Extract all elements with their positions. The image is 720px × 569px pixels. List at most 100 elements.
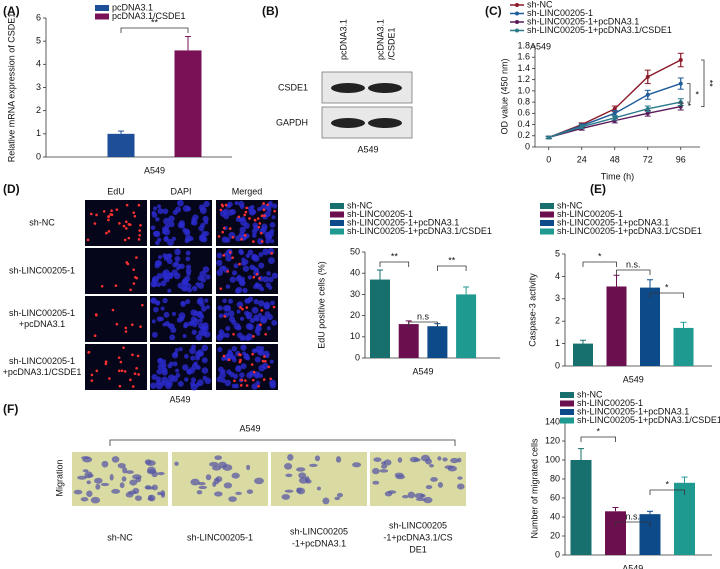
- bar: [107, 133, 135, 157]
- nucleus: [218, 313, 224, 319]
- legend-label: sh-LINC00205-1+pcDNA3.1/CSDE1: [527, 25, 672, 35]
- edu-dot: [223, 315, 227, 318]
- nucleus: [183, 228, 191, 236]
- nucleus: [240, 316, 245, 321]
- nucleus: [168, 323, 175, 330]
- edu-dot: [229, 250, 232, 254]
- edu-dot: [122, 346, 125, 349]
- cell: [407, 491, 416, 499]
- nucleus: [173, 351, 178, 357]
- cell: [87, 473, 94, 478]
- edu-dot: [137, 203, 141, 207]
- edu-dot: [139, 325, 142, 328]
- nucleus: [258, 252, 264, 257]
- x-tick-label: 72: [643, 154, 653, 164]
- y-tick-label: 80: [550, 473, 560, 483]
- blot-band: [368, 83, 402, 93]
- legend-swatch: [560, 409, 574, 415]
- nucleus: [227, 349, 233, 354]
- nucleus: [187, 287, 193, 293]
- edu-dot: [252, 240, 255, 243]
- x-tick-label: A549: [622, 563, 643, 569]
- cell: [198, 485, 208, 490]
- column-label: Merged: [232, 186, 263, 196]
- legend-label: sh-LINC00205-1: [347, 209, 413, 219]
- nucleus: [197, 379, 204, 386]
- nucleus: [245, 336, 251, 342]
- nucleus: [190, 320, 195, 325]
- nucleus: [258, 300, 265, 307]
- edu-dot: [137, 238, 141, 241]
- nucleus: [151, 319, 156, 324]
- cell: [151, 484, 158, 491]
- edu-dot: [269, 377, 272, 381]
- legend-swatch: [330, 228, 344, 235]
- y-tick-label: 20: [350, 310, 360, 320]
- nucleus: [257, 312, 263, 318]
- edu-dot: [252, 335, 255, 338]
- nucleus: [224, 332, 230, 338]
- edu-dot: [115, 322, 119, 326]
- edu-dot: [237, 215, 241, 219]
- cell: [80, 456, 91, 460]
- bar: [605, 511, 626, 555]
- line: [548, 59, 682, 139]
- nucleus: [256, 331, 261, 336]
- point: [546, 135, 551, 140]
- y-tick-label: 0: [555, 549, 560, 559]
- cell: [415, 497, 426, 502]
- nucleus: [219, 210, 227, 217]
- nucleus: [262, 248, 270, 256]
- nucleus: [229, 276, 236, 283]
- nucleus: [236, 309, 241, 314]
- nucleus: [165, 253, 172, 260]
- cell: [231, 472, 240, 479]
- cell: [235, 491, 242, 495]
- nucleus: [158, 357, 163, 363]
- point: [645, 111, 650, 116]
- cell: [437, 456, 442, 461]
- nucleus: [154, 263, 160, 269]
- nucleus: [177, 199, 184, 207]
- image-label: sh-LINC00205: [389, 520, 447, 530]
- nucleus: [219, 265, 225, 272]
- nucleus: [230, 208, 236, 215]
- nucleus: [156, 282, 161, 288]
- group-title: A549: [239, 423, 260, 433]
- nucleus: [238, 200, 245, 207]
- edu-dot: [238, 360, 242, 364]
- edu-dot: [129, 378, 132, 382]
- nucleus: [271, 319, 278, 326]
- nucleus: [155, 382, 163, 390]
- nucleus: [175, 266, 181, 271]
- significance-label: n.s: [417, 311, 430, 321]
- y-tick-label: 40: [550, 511, 560, 521]
- legend-swatch: [330, 203, 344, 209]
- y-tick-label: 50: [350, 246, 360, 256]
- nucleus: [184, 353, 189, 359]
- nucleus: [268, 285, 273, 290]
- edu-dot: [114, 284, 118, 287]
- point: [612, 115, 617, 120]
- y-tick-label: 10: [350, 331, 360, 341]
- nucleus: [192, 214, 199, 221]
- nucleus: [183, 286, 189, 292]
- bar: [570, 460, 592, 555]
- nucleus: [179, 222, 185, 229]
- cell: [129, 479, 138, 486]
- nucleus: [185, 264, 192, 270]
- nucleus: [251, 383, 258, 390]
- edu-dot: [239, 384, 243, 387]
- nucleus: [227, 298, 234, 304]
- nucleus: [160, 306, 165, 311]
- nucleus: [202, 266, 210, 273]
- edu-dot: [123, 370, 127, 373]
- edu-dot: [110, 209, 113, 213]
- significance-bracket: [408, 321, 438, 327]
- y-tick-label: 0.6: [517, 108, 530, 118]
- point: [612, 111, 617, 116]
- legend-marker: [515, 3, 519, 7]
- nucleus: [175, 368, 180, 373]
- legend-label: sh-NC: [527, 0, 553, 9]
- cell: [284, 489, 294, 493]
